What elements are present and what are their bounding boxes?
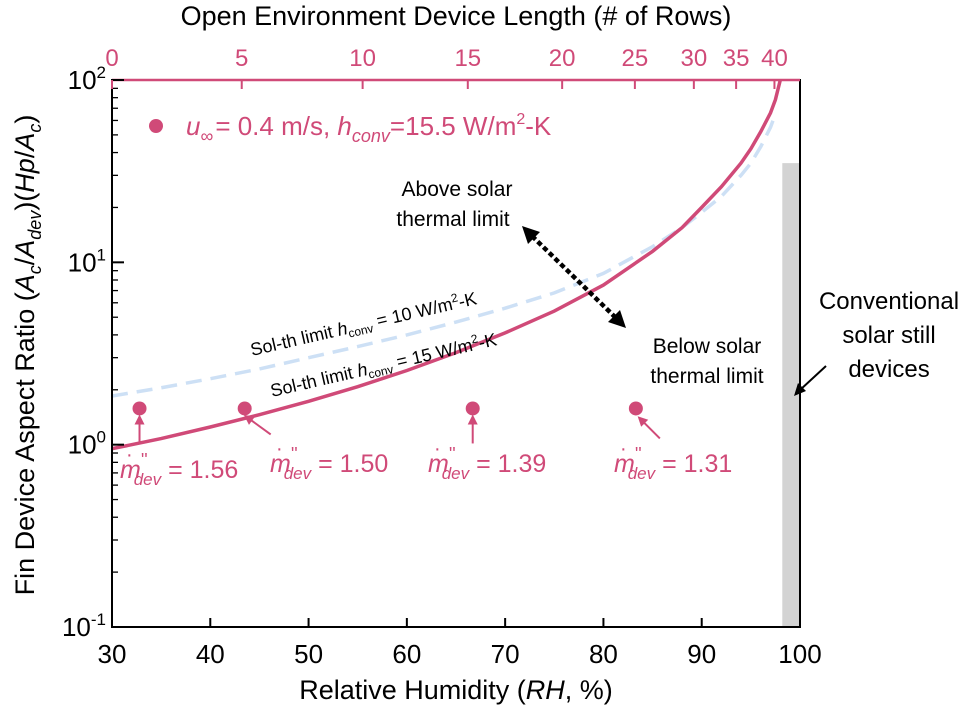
annotation-above-line2: thermal limit	[396, 208, 509, 231]
data-point-arrow-head	[134, 414, 145, 425]
top-tick-label: 30	[680, 45, 707, 72]
data-point-arrow-head	[637, 416, 649, 427]
x-tick-label: 40	[196, 639, 225, 669]
y-tick-label: 101	[68, 245, 106, 277]
x-tick-label: 30	[98, 639, 127, 669]
data-point-arrow-head	[467, 414, 478, 425]
data-point	[132, 401, 147, 416]
left-y-axis: 10-1 100 101 102	[62, 63, 124, 642]
top-tick-label: 15	[454, 45, 481, 72]
top-tick-label: 0	[105, 45, 118, 72]
x-tick-label: 100	[778, 639, 821, 669]
y-tick-label: 10-1	[62, 610, 106, 642]
m-dot-accent: ·	[126, 444, 133, 466]
data-point-label: m'' dev = 1.50	[270, 444, 388, 483]
top-tick-label: 40	[761, 45, 788, 72]
top-tick-label: 20	[549, 45, 576, 72]
top-axis-title: Open Environment Device Length (# of Row…	[181, 1, 732, 31]
legend-text: u∞= 0.4 m/s, hconv=15.5 W/m2-K	[186, 111, 552, 146]
data-points: m'' dev = 1.56· m'' dev = 1.50·m'' dev = 1.3…	[120, 401, 732, 489]
double-arrow-head-down	[608, 310, 626, 328]
x-tick-label: 60	[392, 639, 421, 669]
m-dot-accent: ·	[620, 438, 627, 460]
series-line-sol-th-limit-15	[112, 80, 782, 451]
x-tick-label: 70	[491, 639, 520, 669]
annotation-below-line2: thermal limit	[650, 365, 763, 388]
conventional-arrow-shaft	[799, 365, 827, 391]
data-point	[628, 401, 643, 416]
y-tick-label: 102	[68, 63, 106, 95]
top-tick-label: 10	[349, 45, 376, 72]
m-dot-accent: ·	[434, 438, 441, 460]
data-point-arrow	[248, 417, 272, 436]
x-tick-label: 80	[589, 639, 618, 669]
y-tick-label: 100	[68, 428, 106, 460]
annotation-above-line1: Above solar	[402, 178, 513, 201]
data-point-label: m'' dev = 1.31	[614, 444, 732, 483]
top-tick-label: 25	[622, 45, 649, 72]
top-tick-label: 35	[723, 45, 750, 72]
annotation-conventional-line2: solar still	[842, 322, 935, 349]
top-x-axis: 0 5 10 15 20 25 30 35 40	[105, 45, 788, 89]
double-arrow-head-up	[522, 226, 540, 244]
x-tick-label: 90	[687, 639, 716, 669]
bottom-x-axis: 30 40 50 60 70 80 90 100	[98, 618, 822, 669]
annotation-below-line1: Below solar	[653, 335, 762, 358]
y-axis-title: Fin Device Aspect Ratio (Ac/Adev)(Hp/Ac)	[10, 115, 45, 596]
x-tick-label: 50	[294, 639, 323, 669]
data-point	[465, 401, 480, 416]
legend-marker	[149, 119, 163, 133]
x-axis-title: Relative Humidity (RH, %)	[299, 675, 613, 705]
annotation-conventional-line1: Conventional	[819, 288, 959, 315]
data-point-arrow	[641, 419, 661, 440]
data-point	[237, 401, 252, 416]
double-arrow-shaft	[530, 234, 618, 320]
m-dot-accent: ·	[276, 438, 283, 460]
conventional-device-band	[782, 163, 800, 627]
annotation-conventional-line3: devices	[848, 356, 929, 383]
conventional-arrow-head	[794, 383, 806, 396]
data-point-arrow-head	[243, 414, 255, 425]
top-tick-label: 5	[235, 45, 248, 72]
data-point-label: m'' dev = 1.39	[428, 444, 546, 483]
data-point-label: m'' dev = 1.56	[120, 450, 238, 489]
